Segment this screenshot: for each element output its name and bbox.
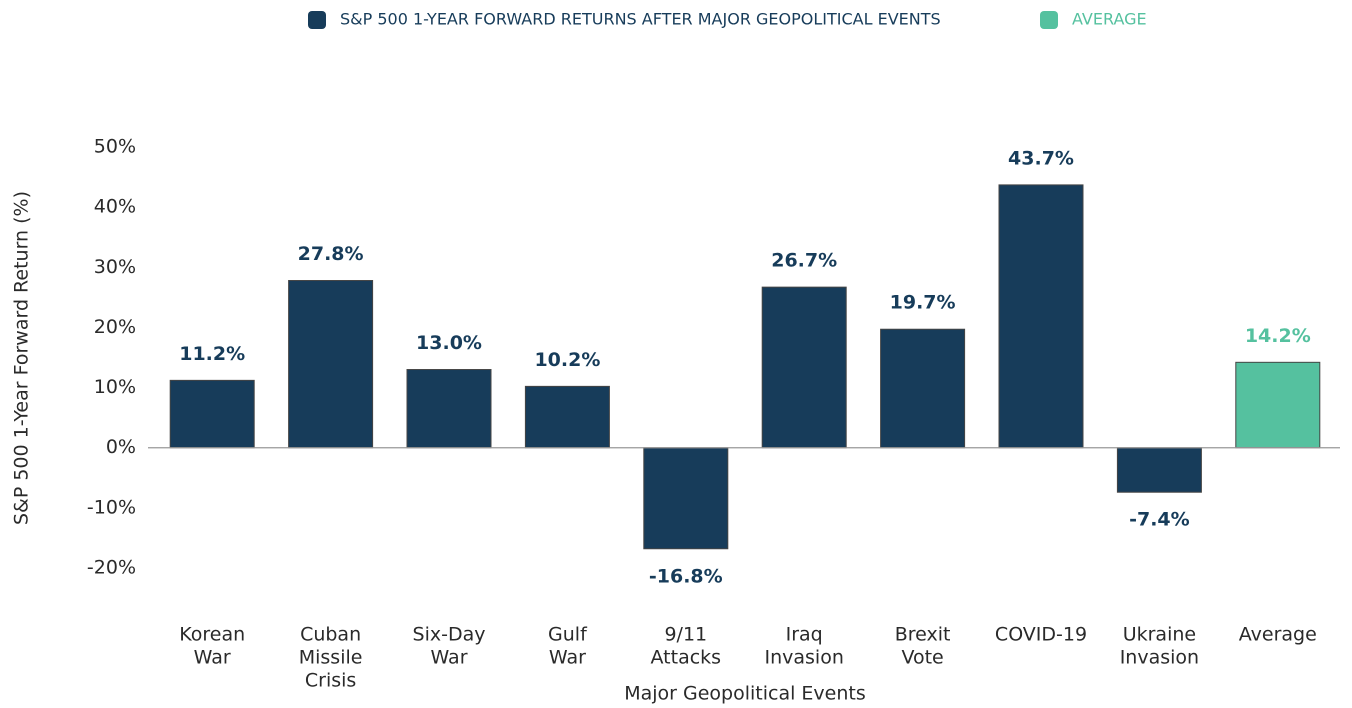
y-tick-label: 40% <box>94 196 136 218</box>
x-tick-label: War <box>430 647 467 669</box>
data-label: 10.2% <box>534 349 600 371</box>
x-tick-label: Cuban <box>300 624 361 646</box>
x-tick-label: Vote <box>901 647 943 669</box>
data-label: 43.7% <box>1008 147 1074 169</box>
x-tick-label: Invasion <box>1120 647 1199 669</box>
bar <box>406 369 492 449</box>
x-tick-label: COVID-19 <box>995 624 1087 646</box>
x-tick-label: Brexit <box>895 624 951 646</box>
bar <box>524 385 610 449</box>
bar <box>169 379 255 449</box>
data-label: 14.2% <box>1245 325 1311 347</box>
y-tick-label: 20% <box>94 316 136 338</box>
x-tick-label: Ukraine <box>1123 624 1196 646</box>
legend-label: AVERAGE <box>1072 10 1147 29</box>
data-label: 13.0% <box>416 332 482 354</box>
bar <box>288 280 374 449</box>
bar <box>880 328 966 449</box>
x-tick-label: Six-Day <box>413 624 486 646</box>
data-label: 19.7% <box>890 292 956 314</box>
y-tick-label: 50% <box>94 136 136 158</box>
x-tick-label: Iraq <box>786 624 823 646</box>
x-tick-label: War <box>549 647 586 669</box>
data-label: 27.8% <box>298 243 364 265</box>
bar <box>761 286 847 449</box>
y-tick-label: 30% <box>94 256 136 278</box>
data-label: -16.8% <box>649 565 723 587</box>
x-tick-label: Average <box>1239 624 1317 646</box>
x-tick-label: Missile <box>299 647 363 669</box>
x-tick-label: Crisis <box>305 670 356 692</box>
y-tick-label: -10% <box>87 496 136 518</box>
legend-swatch <box>308 11 326 29</box>
bar <box>1235 361 1321 449</box>
legend-swatch <box>1040 11 1058 29</box>
y-tick-label: 10% <box>94 376 136 398</box>
y-tick-label: 0% <box>106 436 136 458</box>
data-label: 26.7% <box>771 250 837 272</box>
x-tick-label: 9/11 <box>664 624 707 646</box>
x-tick-label: Attacks <box>651 647 722 669</box>
y-tick-label: -20% <box>87 557 136 579</box>
x-tick-label: War <box>194 647 231 669</box>
legend-label: S&P 500 1-YEAR FORWARD RETURNS AFTER MAJ… <box>340 10 941 29</box>
data-label: -7.4% <box>1129 509 1190 531</box>
bar <box>643 447 729 550</box>
x-tick-label: Invasion <box>765 647 844 669</box>
x-axis-label: Major Geopolitical Events <box>624 683 866 705</box>
bar <box>1116 447 1202 493</box>
x-tick-label: Korean <box>179 624 245 646</box>
y-axis-label: S&P 500 1-Year Forward Return (%) <box>11 191 33 525</box>
data-label: 11.2% <box>179 343 245 365</box>
bar <box>998 184 1084 449</box>
x-tick-label: Gulf <box>548 624 588 646</box>
